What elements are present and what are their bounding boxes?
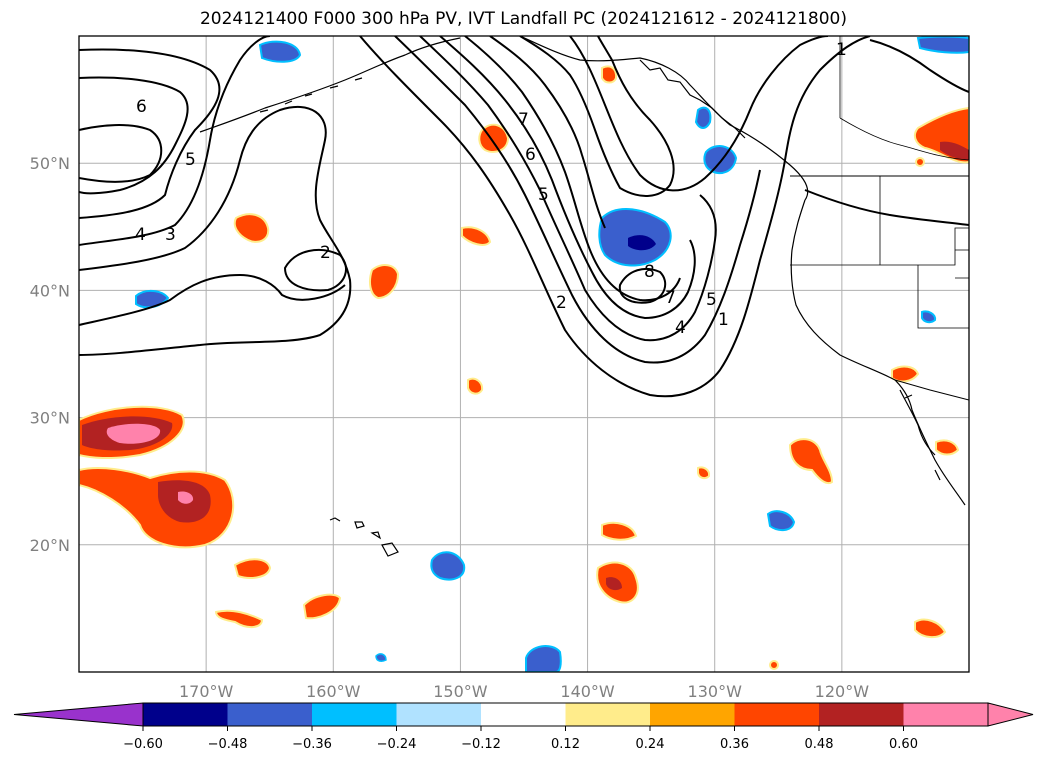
positive-anomaly-region [606,577,622,591]
colorbar-segment [396,703,481,726]
map-title: 2024121400 F000 300 hPa PV, IVT Landfall… [199,9,847,29]
positive-anomaly-region [369,264,400,300]
negative-anomaly-region [916,36,969,54]
gridlines [79,36,969,672]
contour-label: 4 [675,318,686,338]
contour-label: 2 [320,243,331,263]
coastlines [199,36,969,557]
positive-anomaly-region [940,141,969,160]
positive-anomaly-region [769,660,779,670]
contour-label: 5 [706,290,717,310]
positive-anomaly-region [302,593,342,620]
negative-anomaly-region [766,510,796,532]
colorbar-tick-label: −0.12 [461,737,501,752]
colorbar-segment [565,703,650,726]
lon-tick-label: 160°W [306,682,361,701]
colorbar-segment [143,703,228,726]
negative-anomaly-region [921,310,937,324]
positive-anomaly-region [106,423,161,444]
contour-label: 3 [165,225,176,245]
contour-label: 6 [525,145,536,165]
colorbar-tick-label: 0.60 [889,737,918,752]
contour-label: 1 [836,40,847,60]
lon-tick-label: 130°W [688,682,743,701]
lat-tick-label: 50°N [30,154,70,173]
colorbar-tick-label: −0.48 [208,737,248,752]
positive-anomaly-region [788,438,834,484]
colorbar-segment [481,703,566,726]
latitude-labels: 50°N 40°N 30°N 20°N [30,154,70,555]
negative-anomaly-region [258,40,302,63]
colorbar-tick-label: −0.36 [292,737,332,752]
pv-contours [79,36,969,398]
positive-anomaly-region [601,65,618,84]
map-border [78,35,970,673]
colorbar-segment [650,703,735,726]
pv-anomaly-shading [79,36,969,672]
lat-tick-label: 30°N [30,409,70,428]
contour-label: 8 [644,262,655,282]
negative-anomaly-region [628,235,656,251]
colorbar-tick-label: 0.24 [636,737,665,752]
colorbar-segment [227,703,312,726]
positive-anomaly-region [233,558,272,579]
positive-anomaly-region [467,377,484,395]
negative-anomaly-region [375,653,387,662]
contour-label: 5 [538,185,549,205]
contour-labels: 6 5 4 3 2 7 6 5 8 7 5 4 2 1 1 [135,40,847,338]
negative-anomaly-region [525,645,562,672]
positive-anomaly-region [601,521,638,541]
positive-anomaly-region [214,609,264,628]
lon-tick-label: 120°W [815,682,870,701]
colorbar-segment [734,703,819,726]
positive-anomaly-region [914,618,947,638]
colorbar-segment [819,703,904,726]
contour-label: 6 [136,97,147,117]
lat-tick-label: 40°N [30,281,70,300]
negative-anomaly-region [694,106,712,129]
positive-anomaly-region [915,157,925,167]
colorbar-extend-high [987,702,1034,727]
positive-anomaly-region [935,439,960,456]
colorbar-tick-label: −0.24 [377,737,417,752]
contour-label: 5 [185,150,196,170]
colorbar-tick-label: 0.12 [551,737,580,752]
lon-tick-label: 170°W [179,682,234,701]
colorbar-segment [903,703,988,726]
colorbar-segment [312,703,397,726]
positive-anomaly-region [461,226,492,246]
colorbar-tick-label: 0.36 [720,737,749,752]
longitude-labels: 170°W 160°W 150°W 140°W 130°W 120°W [179,682,869,701]
contour-label: 4 [135,225,146,245]
contour-label: 7 [518,110,529,130]
map-frame-bg [79,36,969,672]
negative-anomaly-region [430,551,466,581]
colorbar-tick-label: −0.60 [123,737,163,752]
contour-label: 1 [718,310,729,330]
positive-anomaly-region [697,466,711,480]
lat-tick-label: 20°N [30,536,70,555]
colorbar: −0.60 −0.48 −0.36 −0.24 −0.12 0.12 0.24 0.36 0.4… [13,702,1034,752]
lon-tick-label: 150°W [433,682,488,701]
positive-anomaly-region [178,491,194,504]
positive-anomaly-region [233,213,270,243]
colorbar-tick-label: 0.48 [805,737,834,752]
contour-label: 7 [665,288,676,308]
colorbar-extend-low [13,702,144,727]
lon-tick-label: 140°W [560,682,615,701]
negative-anomaly-region [703,145,738,175]
contour-label: 2 [556,293,567,313]
